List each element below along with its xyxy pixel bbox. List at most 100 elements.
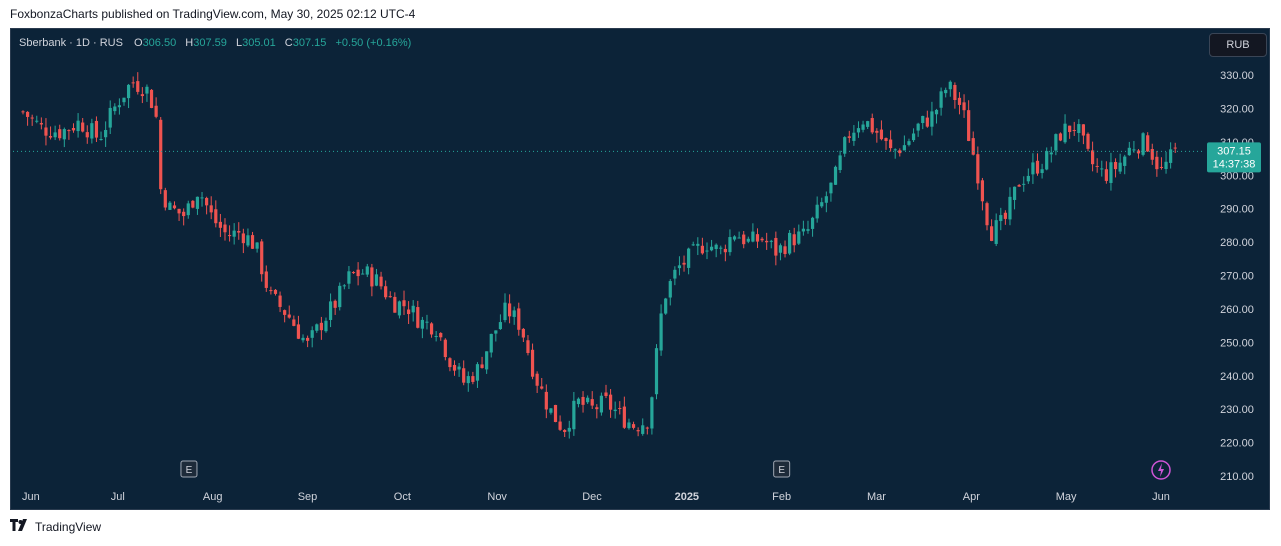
candle: [448, 357, 452, 372]
earnings-marker[interactable]: E: [773, 460, 791, 478]
candle: [1141, 132, 1145, 157]
candle: [310, 326, 314, 348]
candle: [751, 223, 755, 243]
candle: [540, 378, 544, 390]
x-tick-label: Jul: [111, 491, 125, 503]
candle: [507, 294, 512, 324]
candle: [967, 100, 971, 142]
candle: [1127, 141, 1131, 156]
candle: [852, 125, 856, 146]
candle: [356, 262, 360, 286]
currency-button[interactable]: RUB: [1209, 33, 1267, 57]
candle: [599, 392, 604, 416]
candle: [333, 299, 337, 315]
candle: [223, 218, 227, 241]
candle: [673, 266, 677, 286]
y-tick-label: 250.00: [1220, 337, 1254, 349]
candle: [1017, 183, 1021, 187]
candle: [209, 196, 213, 220]
candle: [530, 343, 535, 380]
candle: [480, 356, 484, 369]
candle: [172, 201, 177, 210]
candle: [654, 344, 659, 400]
candle: [622, 396, 626, 429]
candle: [847, 130, 851, 143]
candlestick-chart[interactable]: 330.00320.00310.00300.00290.00280.00270.…: [11, 29, 1270, 510]
high-value: 307.59: [193, 37, 227, 49]
tradingview-logo-icon[interactable]: [10, 519, 30, 534]
candle: [788, 229, 792, 256]
price-tag-countdown: 14:37:38: [1213, 158, 1256, 170]
y-tick-label: 220.00: [1220, 438, 1254, 450]
candle: [980, 177, 985, 211]
candle: [126, 83, 131, 109]
candle: [1100, 160, 1104, 177]
candle: [659, 304, 663, 356]
candle: [879, 120, 884, 141]
candle: [586, 395, 590, 404]
candle: [810, 216, 815, 237]
candle: [843, 136, 847, 157]
candle: [471, 371, 475, 385]
candle: [292, 315, 296, 327]
candle: [420, 316, 424, 339]
candle: [994, 213, 998, 247]
candle: [503, 293, 507, 323]
x-tick-label: Apr: [963, 491, 980, 503]
low-label: L: [235, 37, 243, 49]
close-label: C: [284, 37, 293, 49]
candle: [732, 235, 737, 242]
candle: [824, 191, 828, 213]
candle: [581, 391, 585, 413]
candle: [287, 305, 291, 319]
candle: [1081, 124, 1086, 145]
candle: [563, 429, 567, 437]
price-tag-value: 307.15: [1217, 145, 1251, 157]
candle: [1012, 186, 1017, 210]
candle: [815, 196, 819, 223]
candle: [58, 124, 62, 141]
candle: [154, 97, 158, 119]
candle: [544, 384, 548, 419]
candle: [567, 420, 571, 439]
candle: [737, 231, 741, 239]
candle: [168, 200, 172, 210]
candle: [1173, 142, 1177, 153]
candle: [866, 120, 870, 130]
candle: [1040, 163, 1044, 179]
candle: [650, 396, 654, 435]
candle: [250, 231, 255, 250]
earnings-marker[interactable]: E: [180, 460, 198, 478]
candle: [62, 127, 66, 148]
candle: [269, 286, 273, 295]
candle: [907, 138, 911, 147]
candle: [618, 401, 622, 415]
candle: [682, 255, 686, 272]
candle: [911, 128, 916, 143]
y-tick-label: 270.00: [1220, 271, 1254, 283]
candle: [1169, 142, 1173, 169]
candle: [1003, 210, 1007, 225]
candle: [328, 293, 333, 328]
candle: [769, 239, 773, 249]
candle: [1049, 146, 1053, 163]
candle: [645, 426, 649, 435]
price-tag: [1207, 142, 1261, 173]
candle: [384, 280, 388, 300]
flash-icon[interactable]: [1151, 460, 1171, 480]
candle: [604, 384, 608, 399]
footer-brand[interactable]: TradingView: [35, 519, 102, 534]
candle: [260, 239, 264, 282]
candle: [117, 98, 122, 115]
candle: [641, 418, 645, 436]
symbol-label[interactable]: Sberbank · 1D · RUS: [19, 37, 123, 49]
candle: [1150, 143, 1154, 165]
candle: [466, 371, 470, 392]
candle: [241, 228, 245, 254]
candle: [705, 242, 709, 260]
candle: [636, 427, 640, 437]
candle: [425, 314, 429, 330]
chart-area[interactable]: 330.00320.00310.00300.00290.00280.00270.…: [10, 28, 1270, 510]
y-tick-label: 320.00: [1220, 103, 1254, 115]
candle: [429, 322, 434, 338]
